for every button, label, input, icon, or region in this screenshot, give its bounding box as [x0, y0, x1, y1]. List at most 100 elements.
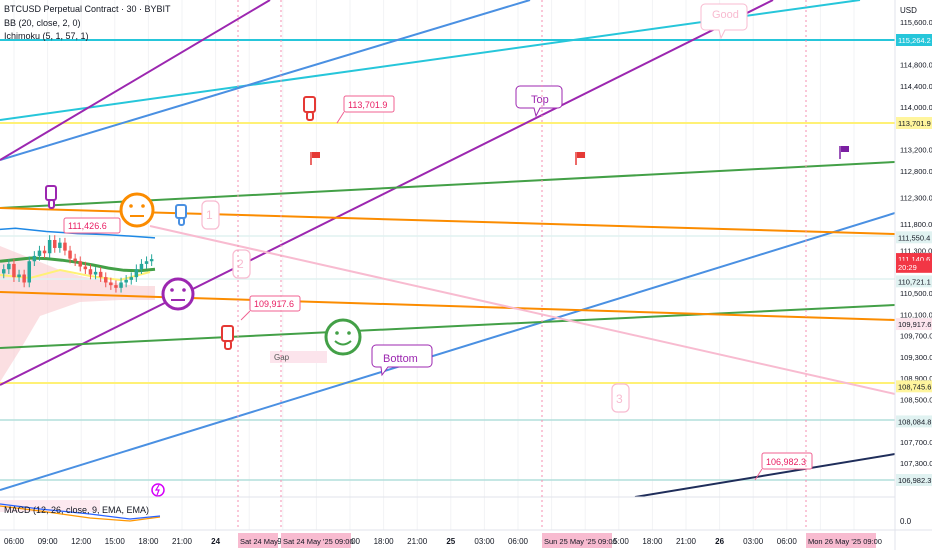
- candle: [2, 264, 6, 279]
- trend-line-purple: [0, 0, 271, 161]
- candle: [37, 245, 42, 261]
- price-tick-label: 108,900.0: [900, 374, 932, 383]
- price-badge-label: 113,701.9: [898, 119, 931, 128]
- gap-marker: Gap: [270, 351, 327, 363]
- smiley-happy-green-icon[interactable]: [324, 318, 362, 356]
- candle: [104, 272, 108, 288]
- price-tick-label: 110,500.0: [900, 289, 932, 298]
- time-tick-label: 12:00: [71, 537, 92, 546]
- time-tick-label: 21:00: [172, 537, 193, 546]
- time-tick-label: 18:00: [138, 537, 159, 546]
- callout-113701[interactable]: 113,701.9: [336, 95, 395, 124]
- price-tick-label: 110,100.0: [900, 310, 932, 319]
- candle: [27, 256, 31, 288]
- candle: [83, 261, 88, 274]
- price-tick-label: 107,300.0: [900, 459, 932, 468]
- callout-106982[interactable]: 106,982.3: [754, 452, 813, 481]
- gap-label: Gap: [274, 353, 290, 362]
- candle: [17, 269, 21, 282]
- thumbs-down-icon: [303, 96, 316, 121]
- candle: [73, 253, 77, 267]
- candle: [114, 280, 118, 293]
- time-tick-label: 15:00: [609, 537, 630, 546]
- svg-text:2: 2: [237, 257, 244, 271]
- price-tick-label: 114,400.0: [900, 82, 932, 91]
- price-badge-label: 108,084.8: [898, 417, 931, 426]
- time-highlight-label: Sun 25 May '25 09:00: [544, 537, 617, 546]
- price-axis-ticks: 115,600.0 114,800.0 114,400.0 114,000.0 113,…: [900, 18, 932, 468]
- candle: [78, 256, 82, 272]
- price-tick-label: 113,200.0: [900, 146, 932, 155]
- smiley-neutral-purple-icon[interactable]: [161, 277, 195, 311]
- callout-bottom[interactable]: Bottom: [371, 344, 433, 377]
- candle: [63, 237, 67, 256]
- price-tick-label: 109,300.0: [900, 353, 932, 362]
- price-badge: 113,701.9: [896, 117, 932, 130]
- candle: [119, 277, 123, 293]
- price-badge-label: 110,721.1: [898, 277, 931, 286]
- candle: [7, 259, 11, 274]
- wave-label-1: 1: [201, 200, 220, 230]
- price-badge: 115,264.2: [896, 34, 932, 46]
- trend-line-orange: [0, 291, 895, 321]
- price-badge-label: 20:29: [898, 263, 917, 272]
- macd-histogram: [0, 500, 161, 522]
- thumbs-up-icon: [45, 185, 57, 209]
- callout-good[interactable]: Good: [700, 3, 748, 40]
- time-highlight: Mon 26 May '25 09:00: [805, 0, 882, 548]
- time-tick-label: 15:00: [105, 537, 126, 546]
- trend-line-blue: [0, 212, 895, 491]
- indicator-macd[interactable]: MACD (12, 26, close, 9, EMA, EMA): [4, 505, 150, 515]
- callout-111426[interactable]: 111,426.6: [63, 217, 121, 234]
- time-tick-label: 06:00: [4, 537, 25, 546]
- wave-label-3: 3: [611, 383, 630, 413]
- bollinger-upper-band: [0, 227, 156, 239]
- time-tick-label: 21:00: [407, 537, 428, 546]
- candle: [149, 254, 154, 267]
- flag-icon: [310, 152, 320, 165]
- currency-label: USD: [900, 6, 917, 15]
- indicator-bollinger[interactable]: BB (20, close, 2, 0): [4, 18, 81, 28]
- symbol-title[interactable]: BTCUSD Perpetual Contract · 30 · BYBIT: [4, 4, 171, 14]
- time-tick-label: 03:00: [743, 537, 764, 546]
- wave-label-2: 2: [232, 249, 251, 279]
- thumbs-down-icon: [221, 325, 234, 350]
- price-badge-label: 111,550.4: [898, 233, 930, 242]
- candle: [129, 272, 133, 285]
- thumbs-down-icon: [175, 204, 187, 226]
- candle: [22, 269, 26, 288]
- time-tick-label: 21:00: [676, 537, 697, 546]
- time-highlight-label: Mon 26 May '25 09:00: [808, 537, 882, 546]
- ichimoku-cloud: [0, 246, 155, 382]
- time-highlight: Sat 24 May '25: [237, 0, 290, 548]
- svg-text:106,982.3: 106,982.3: [766, 457, 806, 467]
- indicator-ichimoku[interactable]: Ichimoku (5, 1, 57, 1): [4, 31, 89, 41]
- flag-icon: [575, 152, 585, 165]
- flag-icon: [839, 146, 849, 159]
- time-highlight: Sun 25 May '25 09:00: [541, 0, 617, 548]
- price-badge: 109,917.6: [896, 318, 932, 331]
- time-highlight: Sat 24 May '25 09:00: [280, 0, 354, 548]
- callout-109917[interactable]: 109,917.6: [240, 295, 301, 321]
- candle: [124, 275, 128, 288]
- candle: [109, 277, 113, 290]
- price-badge-label: 109,917.6: [898, 320, 931, 329]
- lightning-icon: [151, 483, 165, 497]
- price-tick-label: 115,600.0: [900, 18, 932, 27]
- price-tick-label: 114,800.0: [900, 61, 932, 70]
- candle: [139, 259, 144, 274]
- time-axis-ticks: 06:0009:0012:0015:0018:0021:002406:0009:…: [4, 537, 865, 546]
- price-badge: 106,982.3: [896, 474, 932, 486]
- callout-top[interactable]: Top: [515, 85, 563, 118]
- candle: [47, 235, 52, 259]
- price-tick-label: 114,000.0: [900, 103, 932, 112]
- time-tick-label: 09:00: [38, 537, 59, 546]
- svg-text:1: 1: [206, 208, 213, 222]
- price-axis-badges: 115,264.2 113,701.9 111,550.4 111,140.620:2…: [896, 34, 932, 486]
- smiley-neutral-orange-icon[interactable]: [119, 192, 155, 228]
- price-badge-label: 106,982.3: [898, 476, 931, 485]
- candle: [58, 237, 62, 253]
- price-tick-label: 108,500.0: [900, 395, 932, 404]
- candle: [32, 251, 37, 267]
